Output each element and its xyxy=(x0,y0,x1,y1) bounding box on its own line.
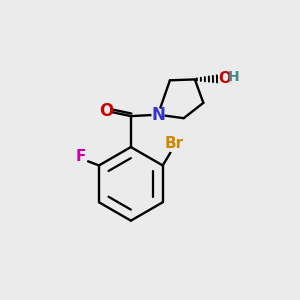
Text: N: N xyxy=(151,106,165,124)
Text: O: O xyxy=(218,71,231,86)
Circle shape xyxy=(166,134,183,152)
Text: H: H xyxy=(228,70,240,84)
Text: F: F xyxy=(75,149,85,164)
Circle shape xyxy=(75,151,86,162)
Text: Br: Br xyxy=(165,136,184,151)
Circle shape xyxy=(100,105,112,117)
Text: O: O xyxy=(99,102,113,120)
Circle shape xyxy=(152,109,164,121)
Circle shape xyxy=(219,73,230,83)
Circle shape xyxy=(229,72,239,82)
